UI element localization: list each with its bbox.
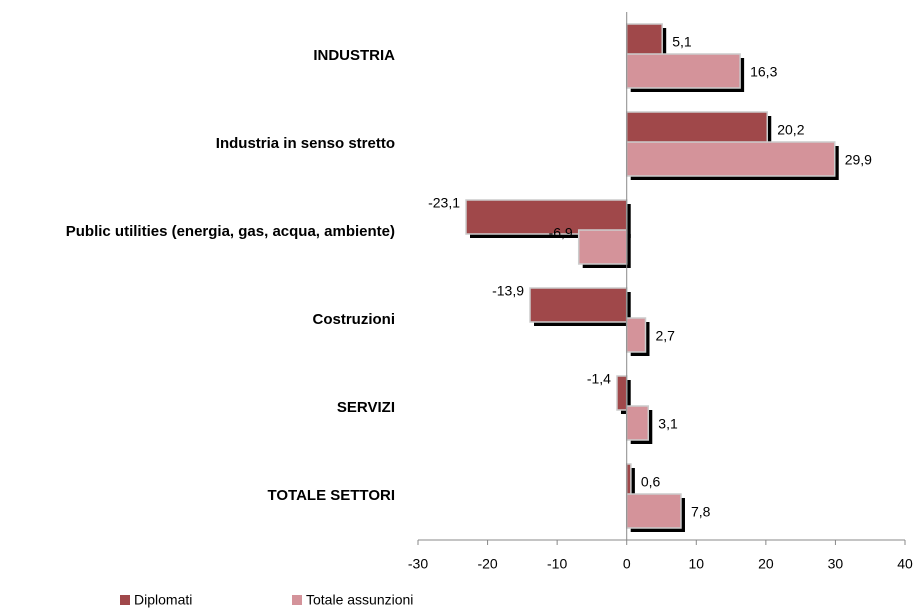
bar (616, 375, 628, 411)
x-tick-label: 40 (897, 556, 913, 572)
bar (625, 23, 663, 59)
x-tick-label: -30 (408, 556, 428, 572)
bar (625, 141, 836, 177)
x-tick-label: -20 (477, 556, 497, 572)
bar (625, 405, 650, 441)
bar (465, 199, 628, 235)
category-label: Public utilities (energia, gas, acqua, a… (66, 223, 395, 240)
x-tick-label: -10 (547, 556, 567, 572)
bar (529, 287, 628, 323)
x-tick-label: 0 (623, 556, 631, 572)
bar (625, 493, 682, 529)
bar (625, 111, 768, 147)
category-label: Industria in senso stretto (216, 135, 395, 152)
data-label: 7,8 (691, 504, 711, 520)
data-label: -6,9 (549, 225, 573, 241)
bar (625, 317, 647, 353)
legend-label: Totale assunzioni (306, 592, 413, 608)
bar (625, 463, 632, 499)
category-label: TOTALE SETTORI (267, 487, 395, 504)
x-tick-label: 10 (688, 556, 704, 572)
category-label: SERVIZI (337, 399, 395, 416)
legend-label: Diplomati (134, 592, 192, 608)
bar (577, 229, 628, 265)
x-tick-label: 30 (828, 556, 844, 572)
data-label: -13,9 (492, 283, 524, 299)
category-label: INDUSTRIA (313, 47, 395, 64)
bar (625, 53, 741, 89)
data-label: -1,4 (587, 371, 611, 387)
category-label: Costruzioni (313, 311, 396, 328)
legend-swatch (120, 595, 130, 605)
data-label: 2,7 (655, 328, 675, 344)
data-label: 0,6 (641, 474, 661, 490)
data-label: 20,2 (777, 122, 804, 138)
data-label: 5,1 (672, 34, 692, 50)
legend-swatch (292, 595, 302, 605)
data-label: 16,3 (750, 64, 777, 80)
data-label: 29,9 (845, 152, 872, 168)
x-tick-label: 20 (758, 556, 774, 572)
data-label: -23,1 (428, 195, 460, 211)
bar-shadow (630, 468, 635, 502)
data-label: 3,1 (658, 416, 678, 432)
